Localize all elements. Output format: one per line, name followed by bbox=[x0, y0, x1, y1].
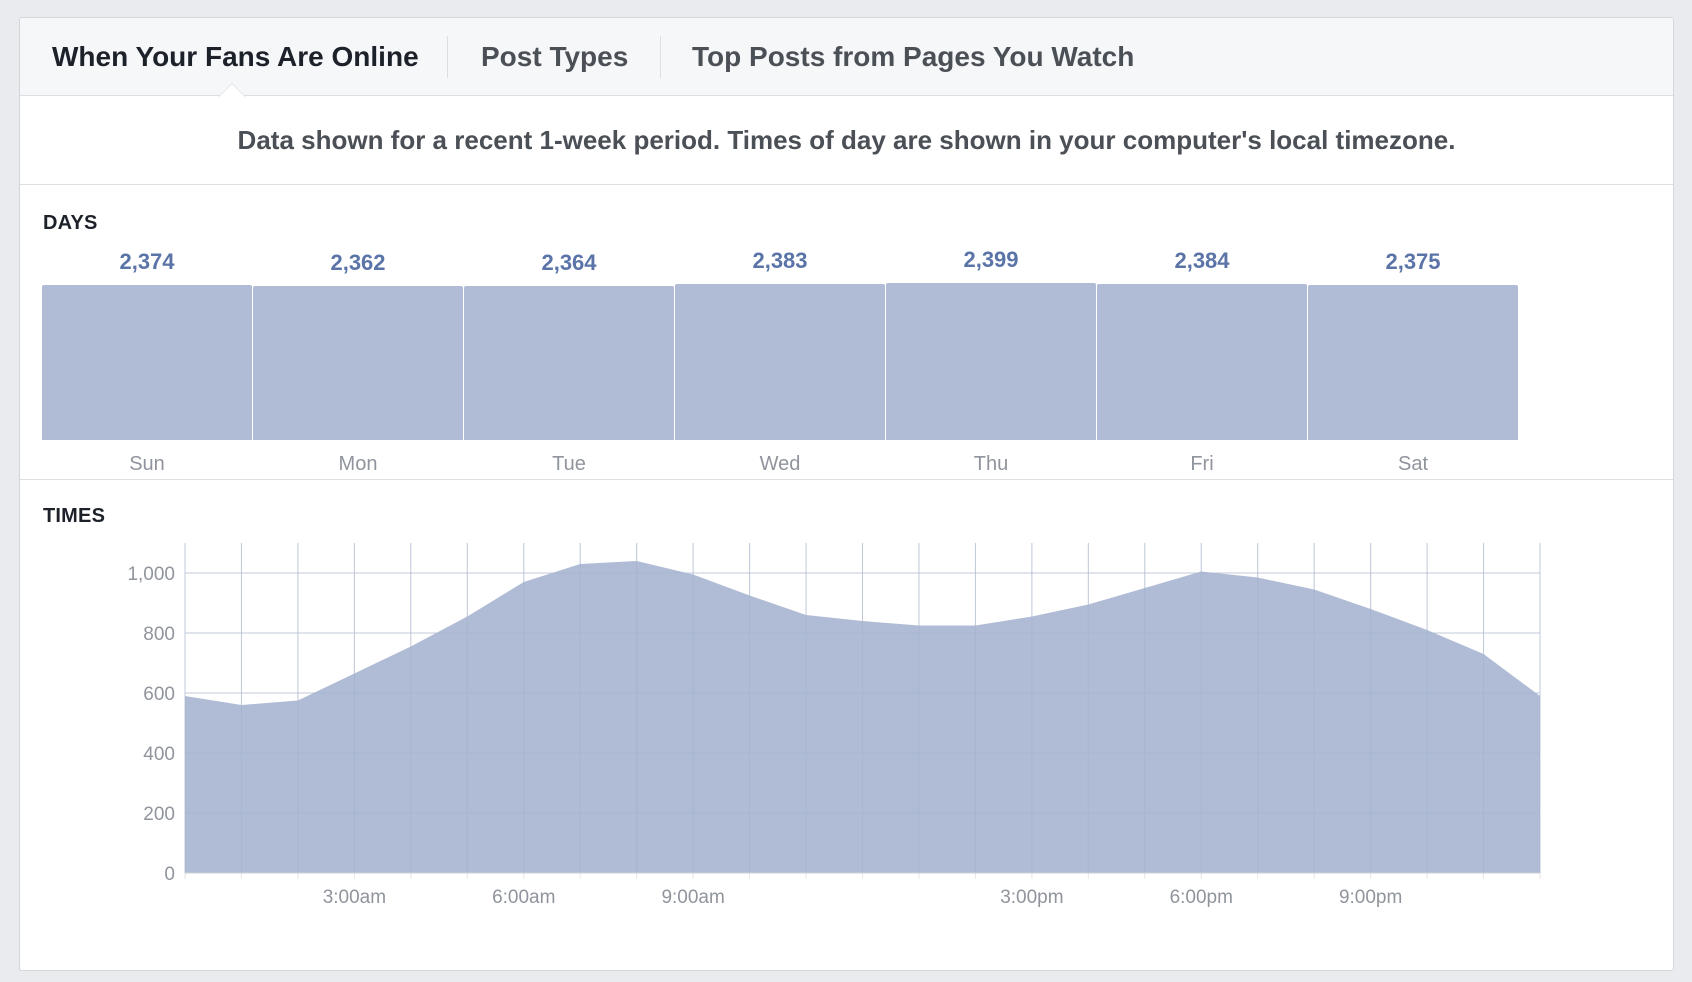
day-axis-label: Wed bbox=[759, 453, 801, 475]
day-value-label: 2,362 bbox=[330, 250, 386, 275]
x-tick-label: 9:00pm bbox=[1339, 887, 1402, 908]
x-tick-label: 3:00pm bbox=[1000, 887, 1063, 908]
days-section-title: DAYS bbox=[43, 212, 98, 234]
times-section-title: TIMES bbox=[43, 505, 106, 527]
times-section: TIMES 0 200 400 600 800 1,000 3:00am 6:00am 9:00… bbox=[20, 481, 1673, 970]
y-tick-label: 200 bbox=[143, 804, 175, 825]
days-section: DAYS 2,374 Sun 2,362 Mon 2,364 Tue 2,383 Wed 2,3… bbox=[20, 186, 1673, 480]
y-tick-label: 0 bbox=[164, 864, 175, 885]
day-column-thu[interactable]: 2,399 Thu bbox=[886, 186, 1096, 480]
data-period-notice: Data shown for a recent 1-week period. T… bbox=[20, 96, 1673, 185]
day-column-sat[interactable]: 2,375 Sat bbox=[1308, 186, 1518, 480]
day-bar-sat[interactable] bbox=[1308, 285, 1518, 440]
tab-divider bbox=[660, 36, 661, 78]
day-value-label: 2,384 bbox=[1174, 248, 1230, 273]
day-bar-thu[interactable] bbox=[886, 283, 1096, 440]
day-column-fri[interactable]: 2,384 Fri bbox=[1097, 186, 1307, 480]
y-tick-label: 400 bbox=[143, 744, 175, 765]
tab-divider bbox=[447, 36, 448, 78]
day-bar-sun[interactable] bbox=[42, 285, 252, 440]
day-axis-label: Thu bbox=[973, 453, 1009, 475]
x-tick-label: 6:00pm bbox=[1170, 887, 1233, 908]
y-tick-label: 600 bbox=[143, 684, 175, 705]
x-tick-label: 6:00am bbox=[492, 887, 555, 908]
tab-top-posts[interactable]: Top Posts from Pages You Watch bbox=[692, 41, 1135, 72]
day-axis-label: Sun bbox=[129, 453, 165, 475]
day-axis-label: Tue bbox=[552, 453, 586, 475]
day-value-label: 2,399 bbox=[963, 247, 1019, 272]
day-bar-fri[interactable] bbox=[1097, 284, 1307, 440]
tab-when-fans-online[interactable]: When Your Fans Are Online bbox=[52, 41, 419, 72]
day-bar-mon[interactable] bbox=[253, 286, 463, 440]
tab-bar: When Your Fans Are Online Post Types Top… bbox=[20, 18, 1673, 97]
day-column-sun[interactable]: 2,374 Sun bbox=[42, 186, 252, 480]
day-axis-label: Fri bbox=[1190, 453, 1214, 475]
day-column-wed[interactable]: 2,383 Wed bbox=[675, 186, 885, 480]
day-column-tue[interactable]: 2,364 Tue bbox=[464, 186, 674, 480]
fans-online-panel: When Your Fans Are Online Post Types Top… bbox=[19, 17, 1674, 971]
x-tick-label: 3:00am bbox=[323, 887, 386, 908]
day-axis-label: Sat bbox=[1397, 453, 1429, 475]
day-axis-label: Mon bbox=[338, 453, 378, 475]
day-value-label: 2,364 bbox=[541, 250, 597, 275]
day-value-label: 2,375 bbox=[1385, 249, 1441, 274]
day-value-label: 2,374 bbox=[119, 249, 175, 274]
times-area-chart: 0 200 400 600 800 1,000 3:00am 6:00am 9:00am 3:00… bbox=[127, 543, 1541, 908]
y-tick-label: 800 bbox=[143, 624, 175, 645]
y-tick-label: 1,000 bbox=[127, 564, 175, 585]
day-value-label: 2,383 bbox=[752, 248, 808, 273]
x-tick-label: 9:00am bbox=[661, 887, 724, 908]
day-bar-tue[interactable] bbox=[464, 286, 674, 440]
tab-post-types[interactable]: Post Types bbox=[481, 41, 629, 72]
day-bar-wed[interactable] bbox=[675, 284, 885, 440]
day-column-mon[interactable]: 2,362 Mon bbox=[253, 186, 463, 480]
